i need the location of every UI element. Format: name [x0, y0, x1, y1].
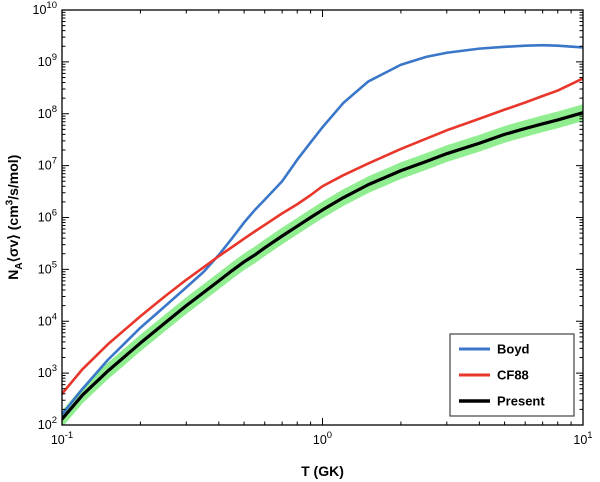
legend-label-boyd: Boyd	[497, 342, 530, 357]
x-tick-label: 10-1	[51, 430, 73, 447]
y-tick-label: 1010	[33, 0, 57, 17]
y-tick-label: 107	[38, 156, 57, 173]
y-tick-label: 102	[38, 415, 57, 432]
y-tick-label: 106	[38, 208, 57, 225]
series-line-cf88	[62, 77, 583, 396]
series-line-present	[62, 111, 583, 421]
y-tick-label: 108	[38, 104, 57, 121]
y-tick-label: 103	[38, 363, 57, 380]
y-tick-label: 109	[38, 52, 57, 69]
y-tick-label: 105	[38, 259, 57, 276]
x-tick-label: 100	[313, 430, 332, 447]
x-tick-label: 101	[573, 430, 592, 447]
y-tick-label: 104	[38, 311, 57, 328]
series-line-boyd	[62, 43, 583, 416]
legend: Boyd CF88 Present	[449, 333, 575, 417]
legend-label-cf88: CF88	[497, 368, 529, 383]
legend-label-present: Present	[497, 394, 545, 409]
